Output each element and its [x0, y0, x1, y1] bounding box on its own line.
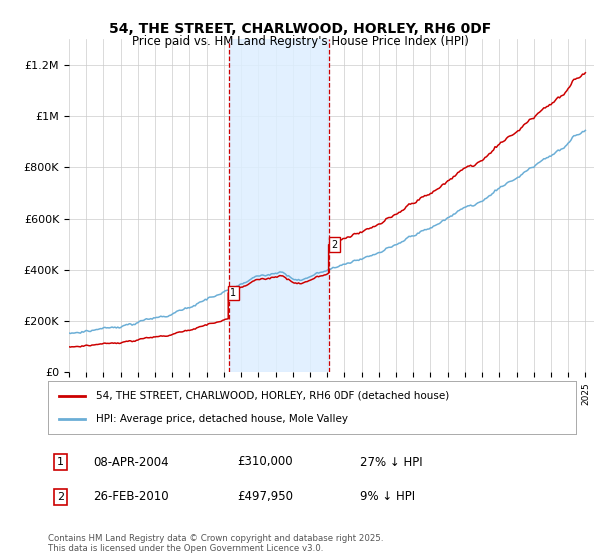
Text: Price paid vs. HM Land Registry's House Price Index (HPI): Price paid vs. HM Land Registry's House … [131, 35, 469, 48]
Text: 54, THE STREET, CHARLWOOD, HORLEY, RH6 0DF: 54, THE STREET, CHARLWOOD, HORLEY, RH6 0… [109, 22, 491, 36]
Text: Contains HM Land Registry data © Crown copyright and database right 2025.
This d: Contains HM Land Registry data © Crown c… [48, 534, 383, 553]
Text: £497,950: £497,950 [237, 490, 293, 503]
Text: 1: 1 [57, 457, 64, 467]
Text: 26-FEB-2010: 26-FEB-2010 [93, 490, 169, 503]
Text: £310,000: £310,000 [237, 455, 293, 469]
Bar [229, 39, 329, 372]
Text: 2: 2 [57, 492, 64, 502]
Text: 54, THE STREET, CHARLWOOD, HORLEY, RH6 0DF (detached house): 54, THE STREET, CHARLWOOD, HORLEY, RH6 0… [95, 391, 449, 401]
Text: 08-APR-2004: 08-APR-2004 [93, 455, 169, 469]
Text: 27% ↓ HPI: 27% ↓ HPI [360, 455, 422, 469]
Text: 1: 1 [230, 288, 236, 298]
Text: 9% ↓ HPI: 9% ↓ HPI [360, 490, 415, 503]
Text: 2: 2 [331, 240, 337, 250]
Text: HPI: Average price, detached house, Mole Valley: HPI: Average price, detached house, Mole… [95, 414, 347, 424]
